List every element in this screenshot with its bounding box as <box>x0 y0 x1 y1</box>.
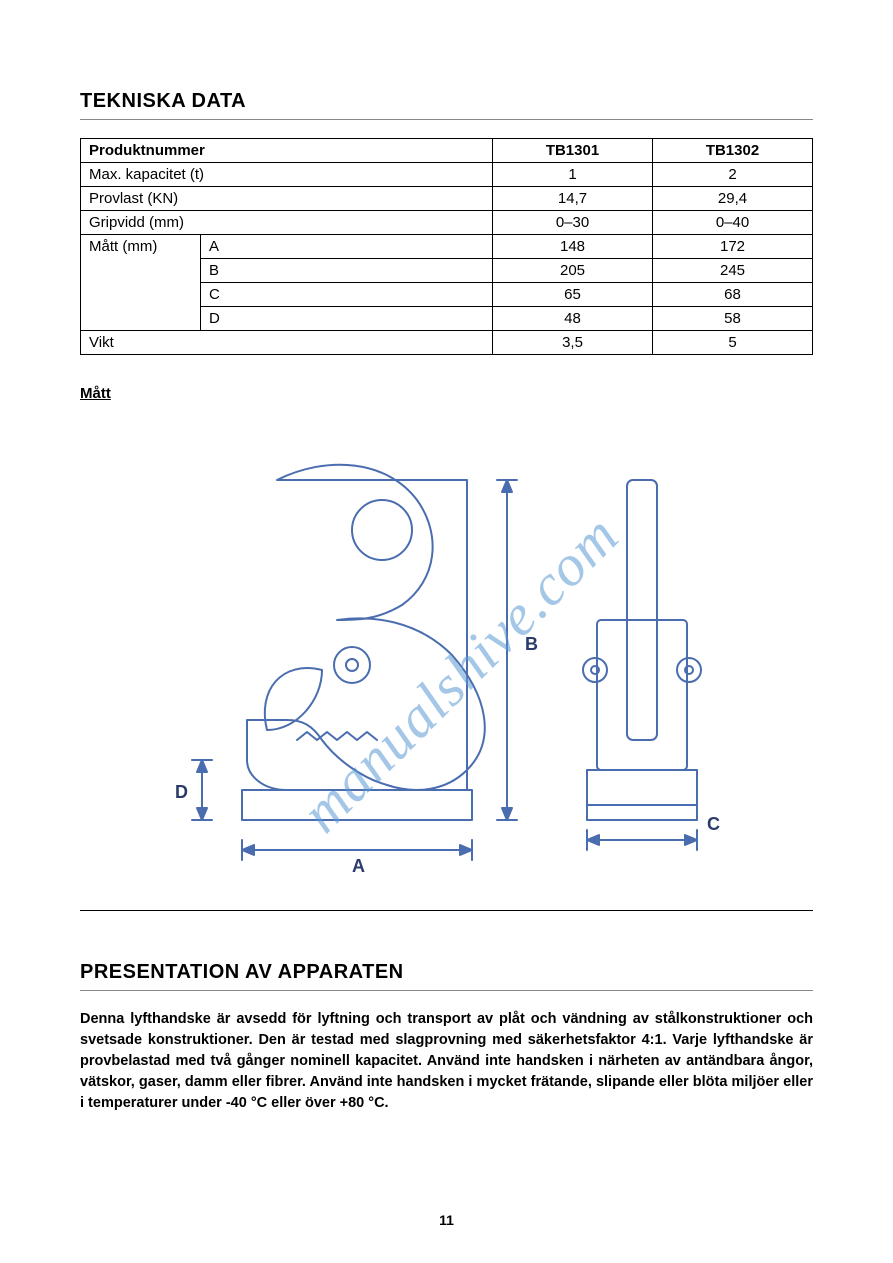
cell-value: 0–40 <box>653 211 813 235</box>
row-label: Max. kapacitet (t) <box>81 163 493 187</box>
subheading-matt: Mått <box>80 385 813 402</box>
row-sublabel: B <box>201 259 493 283</box>
table-row: Vikt 3,5 5 <box>81 331 813 355</box>
spec-table: Produktnummer TB1301 TB1302 Max. kapacit… <box>80 138 813 355</box>
dim-label-c: C <box>707 814 720 834</box>
cell-value: 245 <box>653 259 813 283</box>
table-row: Max. kapacitet (t) 1 2 <box>81 163 813 187</box>
dim-label-b: B <box>525 634 538 654</box>
cell-value: 1 <box>493 163 653 187</box>
section-heading-presentation: PRESENTATION AV APPARATEN <box>80 961 813 991</box>
dim-label-a: A <box>352 856 365 876</box>
dimensions-diagram: manualshive.com <box>80 420 813 911</box>
table-row: Gripvidd (mm) 0–30 0–40 <box>81 211 813 235</box>
cell-value: 205 <box>493 259 653 283</box>
row-label: Vikt <box>81 331 493 355</box>
cell-value: 65 <box>493 283 653 307</box>
cell-value: 68 <box>653 283 813 307</box>
page-number: 11 <box>0 1212 893 1228</box>
cell-value: 58 <box>653 307 813 331</box>
cell-value: 14,7 <box>493 187 653 211</box>
row-label-matt: Mått (mm) <box>81 235 201 331</box>
section-heading-tekniska-data: TEKNISKA DATA <box>80 90 813 120</box>
table-row: Provlast (KN) 14,7 29,4 <box>81 187 813 211</box>
dim-label-d: D <box>175 782 188 802</box>
row-label: Provlast (KN) <box>81 187 493 211</box>
cell-value: 3,5 <box>493 331 653 355</box>
row-sublabel: C <box>201 283 493 307</box>
clamp-diagram-icon: B A D C <box>147 420 747 890</box>
body-paragraph: Denna lyfthandske är avsedd för lyftning… <box>80 1009 813 1114</box>
row-sublabel: D <box>201 307 493 331</box>
row-sublabel: A <box>201 235 493 259</box>
cell-value: 48 <box>493 307 653 331</box>
cell-value: 172 <box>653 235 813 259</box>
table-header-produktnummer: Produktnummer <box>81 139 493 163</box>
table-header-col1: TB1301 <box>493 139 653 163</box>
cell-value: 5 <box>653 331 813 355</box>
cell-value: 29,4 <box>653 187 813 211</box>
table-row: Mått (mm) A 148 172 <box>81 235 813 259</box>
table-header-col2: TB1302 <box>653 139 813 163</box>
cell-value: 0–30 <box>493 211 653 235</box>
cell-value: 2 <box>653 163 813 187</box>
cell-value: 148 <box>493 235 653 259</box>
row-label: Gripvidd (mm) <box>81 211 493 235</box>
